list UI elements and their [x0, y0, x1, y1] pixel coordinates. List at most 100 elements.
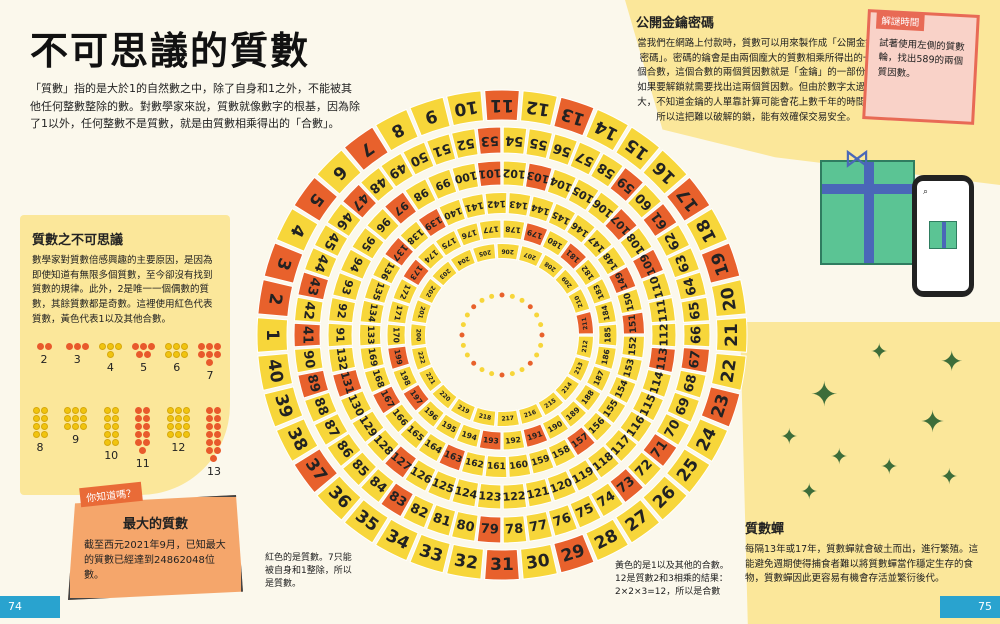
cicada-icon: ✦: [920, 405, 946, 440]
composite-cell: [417, 277, 443, 305]
page-title: 不可思議的質數: [30, 29, 311, 73]
composite-cell: [666, 391, 701, 424]
center-dot: [460, 322, 466, 328]
wheel-number: 22: [717, 358, 740, 385]
composite-cell: [471, 243, 497, 264]
prime-cell: [341, 183, 378, 219]
composite-cell: [567, 287, 591, 314]
center-dot: [519, 297, 525, 303]
cicada-icon: ✦: [940, 345, 964, 378]
composite-cell: [647, 296, 676, 324]
wheel-number: 57: [574, 148, 597, 169]
composite-cell: [674, 271, 707, 301]
puzzle-box: 解謎時間 試著使用左側的質數輪，找出589的兩個質因數。: [862, 9, 980, 125]
composite-cell: [626, 451, 663, 487]
cicada-icon: ✦: [810, 375, 839, 415]
composite-cell: [569, 494, 602, 529]
center-dot: [479, 367, 485, 373]
composite-cell: [547, 438, 577, 468]
composite-cell: [631, 390, 665, 422]
composite-cell: [450, 128, 479, 160]
composite-cell: [517, 245, 544, 268]
wheel-number: 211: [581, 317, 590, 330]
prime-cell: [293, 448, 339, 494]
center-dot: [538, 322, 544, 328]
mystery-text: 數學家對質數倍感興趣的主要原因，是因為即使知道有無限多個質數，至今卻沒有找到質數…: [32, 255, 213, 325]
wheel-number: 76: [551, 511, 573, 531]
wheel-number: 178: [505, 224, 522, 235]
center-dot: [489, 371, 495, 377]
prime-cell: [371, 385, 402, 415]
composite-cell: [434, 413, 463, 441]
prime-cell: [402, 258, 430, 287]
wheel-number: 94: [347, 255, 366, 275]
note-yellow: 黃色的是1以及其他的合數。12是質數2和3相乘的結果：2×2×3=12，所以是合…: [615, 561, 729, 598]
page-number-right: 75: [940, 596, 1000, 618]
wheel-number: 103: [525, 168, 550, 186]
prime-cell: [522, 423, 549, 448]
wheel-number: 153: [623, 358, 637, 379]
wheel-number: 30: [525, 550, 552, 573]
composite-cell: [275, 418, 319, 463]
composite-cell: [541, 229, 570, 257]
composite-cell: [303, 246, 338, 279]
composite-cell: [502, 126, 528, 155]
wheel-number: 77: [528, 517, 549, 535]
dot-label: 3: [73, 353, 81, 366]
composite-cell: [502, 515, 528, 544]
wheel-number: 64: [681, 276, 700, 297]
prime-cell: [680, 347, 711, 374]
center-dot: [459, 332, 465, 338]
composite-cell: [359, 323, 382, 347]
composite-cell: [559, 399, 588, 429]
cicada-icon: ✦: [870, 340, 889, 365]
wheel-number: 101: [478, 166, 502, 181]
prime-cell: [609, 166, 645, 203]
wheel-number: 169: [365, 347, 378, 367]
wheel-number: 82: [408, 501, 431, 522]
wheel-number: 204: [456, 254, 470, 266]
composite-cell: [417, 365, 443, 393]
prime-cell: [438, 443, 467, 472]
center-dot: [471, 304, 477, 310]
wheel-number: 206: [501, 247, 514, 255]
composite-cell: [593, 345, 617, 371]
composite-cell: [366, 428, 400, 463]
public-key-box: 公開金鑰密碼 當我們在網路上付款時，質數可以用來製作成「公開金鑰密碼」。密碼的鑰…: [636, 12, 876, 125]
prime-cell: [604, 207, 638, 242]
prime-cell: [631, 248, 665, 280]
composite-cell: [471, 406, 497, 427]
composite-cell: [541, 413, 570, 441]
prime-cell: [402, 383, 430, 412]
composite-cell: [316, 475, 362, 521]
cicada-background: [740, 322, 1000, 624]
composite-cell: [615, 498, 661, 544]
wheel-number: 218: [478, 413, 492, 422]
composite-cell: [575, 335, 594, 360]
wheel-number: 100: [453, 168, 479, 186]
wheel-number: 56: [551, 140, 573, 160]
composite-cell: [327, 322, 353, 348]
wheel-number: 92: [334, 302, 349, 319]
wheel-number: 9: [422, 105, 439, 128]
largest-prime-box: 最大的質數 截至西元2021年9月，已知最大的質數已經達到24862048位數。: [68, 495, 243, 600]
composite-cell: [641, 368, 672, 399]
composite-cell: [641, 271, 672, 302]
composite-cell: [586, 191, 621, 225]
center-dot: [499, 372, 505, 378]
composite-cell: [604, 428, 638, 463]
composite-cell: [567, 458, 600, 492]
wheel-number: 78: [505, 522, 524, 538]
composite-cell: [585, 277, 612, 305]
wheel-number: 186: [600, 348, 612, 365]
wheel-number: 90: [300, 350, 317, 370]
composite-cell: [359, 467, 395, 504]
composite-cell: [484, 455, 508, 478]
cicada-heading: 質數蟬: [745, 522, 785, 537]
wheel-number: 185: [604, 327, 613, 343]
composite-cell: [517, 402, 544, 425]
wheel-number: 53: [480, 132, 499, 148]
mystery-heading: 質數之不可思議: [32, 233, 124, 248]
cicada-icon: ✦: [940, 465, 959, 490]
